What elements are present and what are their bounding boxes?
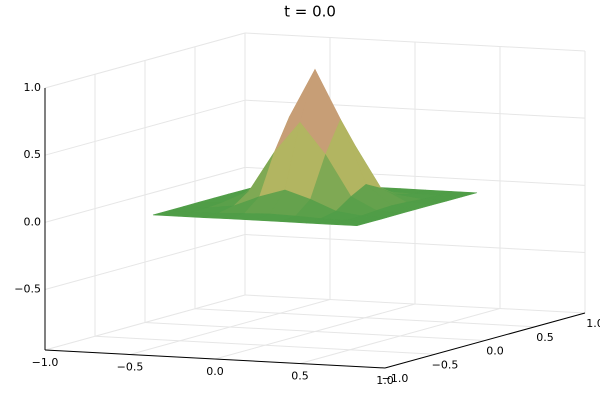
grid-line xyxy=(44,166,246,223)
grid-line xyxy=(94,335,436,355)
z-tick-label: 1.0 xyxy=(24,81,42,94)
x-axis xyxy=(44,349,386,369)
z-tick-label: 0.5 xyxy=(24,148,42,161)
y-tick-label: −1.0 xyxy=(382,372,409,385)
grid-line xyxy=(244,234,586,254)
grid-line xyxy=(44,32,246,89)
y-tick-label: 0.5 xyxy=(536,331,554,344)
grid-line xyxy=(244,294,586,314)
grid-line xyxy=(244,32,586,52)
grid-line xyxy=(44,99,246,156)
grid-line xyxy=(44,234,246,291)
x-tick-label: −1.0 xyxy=(32,356,59,369)
y-axis xyxy=(384,312,586,369)
z-tick-label: 0.0 xyxy=(24,215,42,228)
x-tick-label: 0.5 xyxy=(291,370,309,383)
surface-patch xyxy=(331,219,373,227)
x-tick-label: 0.0 xyxy=(206,365,224,378)
grid-line xyxy=(194,308,536,328)
y-tick-label: −0.5 xyxy=(432,358,459,371)
x-tick-label: −0.5 xyxy=(117,361,144,374)
chart-title: t = 0.0 xyxy=(284,3,336,21)
grid-line xyxy=(144,322,486,341)
x-tick-label: 1.0 xyxy=(376,374,394,387)
y-tick-label: 0.0 xyxy=(486,345,504,358)
y-tick-label: 1.0 xyxy=(586,317,600,330)
z-tick-label: −0.5 xyxy=(14,283,41,296)
